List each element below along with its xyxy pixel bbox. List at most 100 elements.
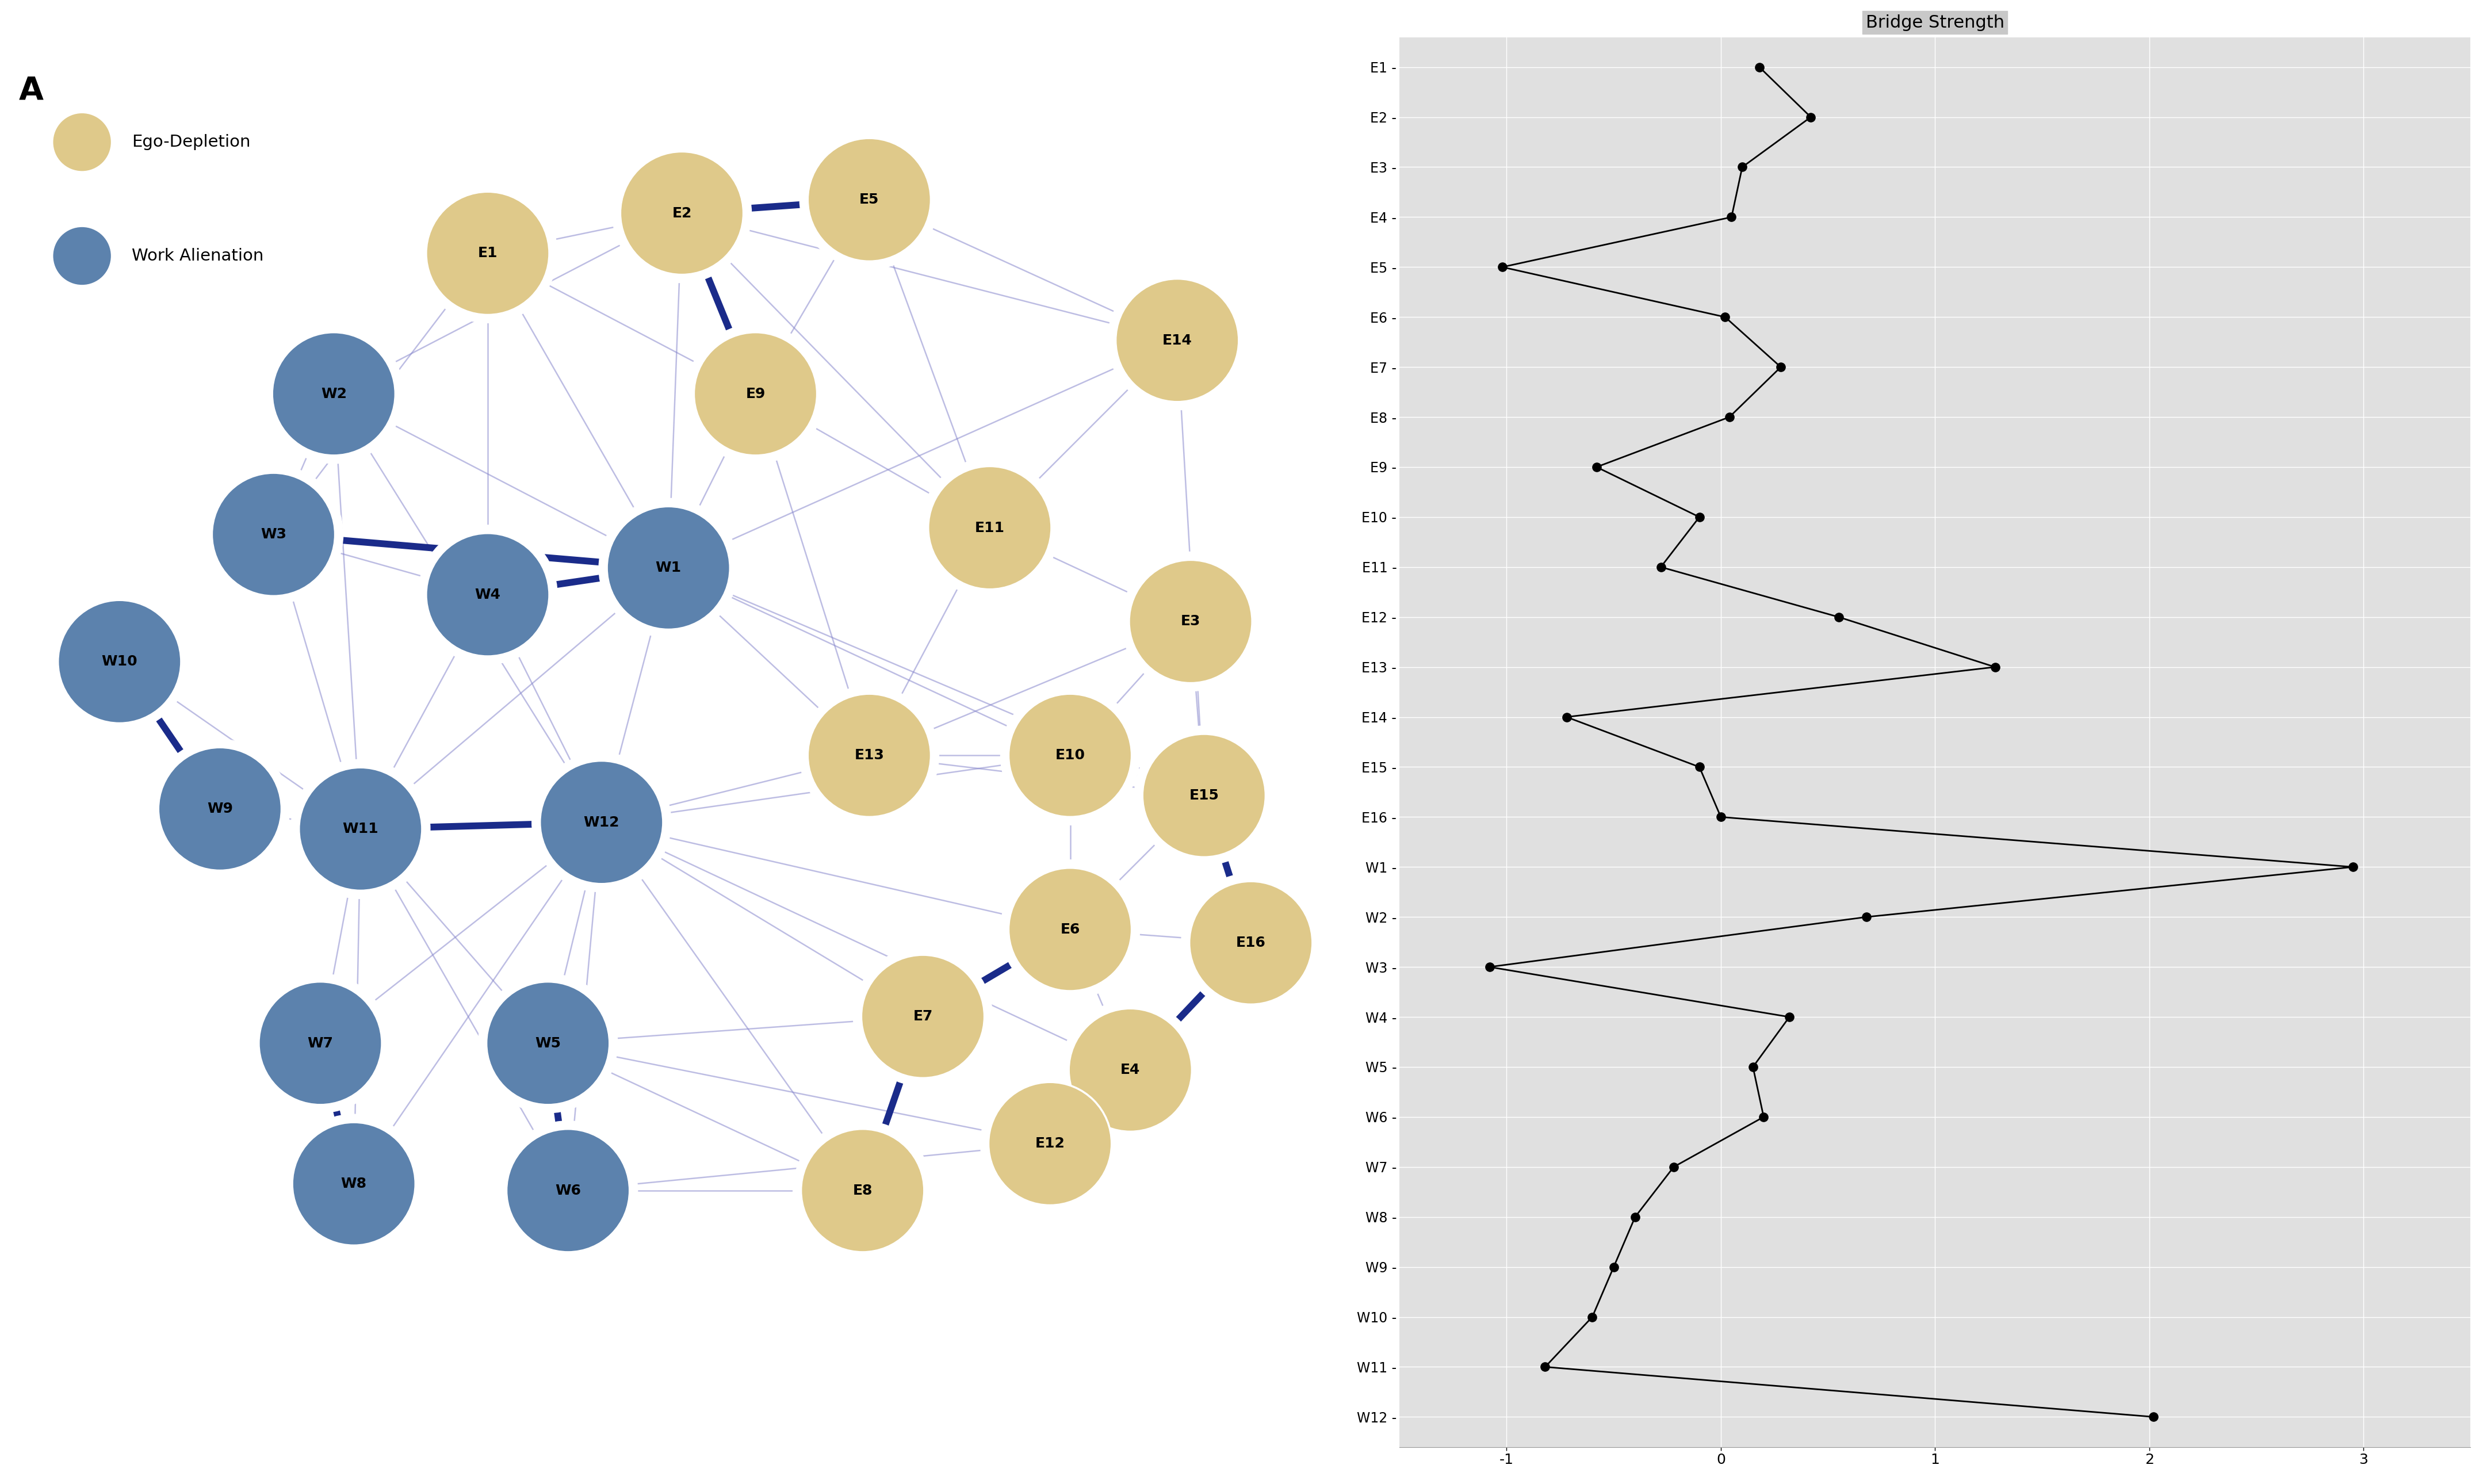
- Text: Ego-Depletion: Ego-Depletion: [132, 134, 251, 150]
- Circle shape: [273, 332, 395, 456]
- Text: W6: W6: [556, 1184, 581, 1198]
- Text: E11: E11: [976, 521, 1006, 534]
- Text: W12: W12: [584, 815, 618, 830]
- Circle shape: [1001, 686, 1140, 825]
- Circle shape: [792, 1120, 931, 1260]
- Circle shape: [800, 686, 939, 825]
- Text: W8: W8: [340, 1177, 367, 1190]
- Text: E4: E4: [1120, 1063, 1140, 1077]
- Circle shape: [291, 760, 430, 899]
- Circle shape: [52, 227, 112, 285]
- Point: [2133, 1405, 2173, 1429]
- Circle shape: [621, 151, 742, 275]
- Point: [1572, 1304, 1611, 1328]
- Text: E1: E1: [477, 246, 497, 260]
- Text: E13: E13: [854, 748, 884, 763]
- Circle shape: [1189, 881, 1314, 1005]
- Circle shape: [427, 191, 549, 315]
- Text: E14: E14: [1162, 334, 1192, 347]
- Circle shape: [263, 324, 402, 463]
- Circle shape: [531, 752, 670, 892]
- Text: E3: E3: [1182, 614, 1199, 628]
- Circle shape: [1120, 552, 1261, 692]
- Circle shape: [539, 761, 663, 884]
- Circle shape: [1008, 868, 1132, 991]
- Point: [1790, 105, 1830, 129]
- Circle shape: [52, 113, 112, 172]
- Text: W4: W4: [474, 588, 502, 601]
- Text: W3: W3: [261, 528, 286, 542]
- Point: [1708, 405, 1748, 429]
- Point: [1654, 1155, 1693, 1178]
- Circle shape: [298, 767, 422, 890]
- Circle shape: [487, 982, 608, 1106]
- Circle shape: [1107, 270, 1246, 410]
- Circle shape: [1008, 695, 1132, 818]
- Text: B: B: [1291, 0, 1316, 1]
- Circle shape: [1115, 279, 1239, 402]
- Text: E2: E2: [673, 206, 693, 220]
- Circle shape: [417, 184, 556, 324]
- Text: E7: E7: [914, 1009, 934, 1024]
- Text: E12: E12: [1035, 1137, 1065, 1150]
- Point: [1547, 705, 1587, 729]
- Point: [1679, 505, 1718, 528]
- Circle shape: [807, 138, 931, 261]
- Circle shape: [598, 499, 737, 638]
- Point: [1711, 205, 1751, 229]
- Circle shape: [693, 332, 817, 456]
- Point: [1741, 55, 1780, 79]
- Point: [1818, 605, 1857, 629]
- Text: E8: E8: [852, 1184, 872, 1198]
- Point: [1847, 905, 1887, 929]
- Circle shape: [204, 464, 343, 604]
- Point: [2334, 855, 2374, 879]
- Point: [1594, 1255, 1634, 1279]
- Text: W9: W9: [206, 801, 233, 816]
- Circle shape: [479, 974, 618, 1113]
- Circle shape: [854, 947, 993, 1086]
- Circle shape: [606, 506, 730, 629]
- Circle shape: [1068, 1009, 1192, 1132]
- Text: W7: W7: [308, 1036, 333, 1051]
- Circle shape: [151, 739, 291, 879]
- Circle shape: [258, 982, 382, 1106]
- Circle shape: [293, 1122, 415, 1245]
- Circle shape: [507, 1129, 631, 1252]
- Title: Bridge Strength: Bridge Strength: [1865, 15, 2004, 31]
- Circle shape: [981, 1074, 1120, 1214]
- Text: E16: E16: [1237, 936, 1266, 950]
- Circle shape: [807, 695, 931, 818]
- Text: W10: W10: [102, 654, 137, 669]
- Circle shape: [50, 592, 189, 732]
- Text: E9: E9: [745, 387, 765, 401]
- Circle shape: [499, 1120, 638, 1260]
- Circle shape: [921, 459, 1060, 598]
- Point: [1706, 306, 1746, 329]
- Point: [1733, 1055, 1773, 1079]
- Point: [1470, 956, 1510, 979]
- Circle shape: [685, 324, 824, 463]
- Circle shape: [427, 533, 549, 656]
- Circle shape: [1135, 726, 1274, 865]
- Circle shape: [1060, 1000, 1199, 1140]
- Point: [1482, 255, 1522, 279]
- Point: [1770, 1005, 1810, 1028]
- Circle shape: [1182, 873, 1321, 1012]
- Text: E10: E10: [1055, 748, 1085, 763]
- Circle shape: [1001, 859, 1140, 999]
- Circle shape: [800, 131, 939, 270]
- Point: [1760, 355, 1800, 378]
- Text: E5: E5: [859, 193, 879, 206]
- Point: [1679, 755, 1718, 779]
- Circle shape: [613, 144, 752, 283]
- Text: W11: W11: [343, 822, 377, 835]
- Circle shape: [211, 473, 335, 597]
- Point: [1577, 456, 1616, 479]
- Text: W1: W1: [656, 561, 680, 574]
- Circle shape: [988, 1082, 1112, 1205]
- Text: W2: W2: [320, 387, 348, 401]
- Circle shape: [283, 1114, 425, 1254]
- Text: E15: E15: [1189, 788, 1219, 803]
- Point: [1641, 555, 1681, 579]
